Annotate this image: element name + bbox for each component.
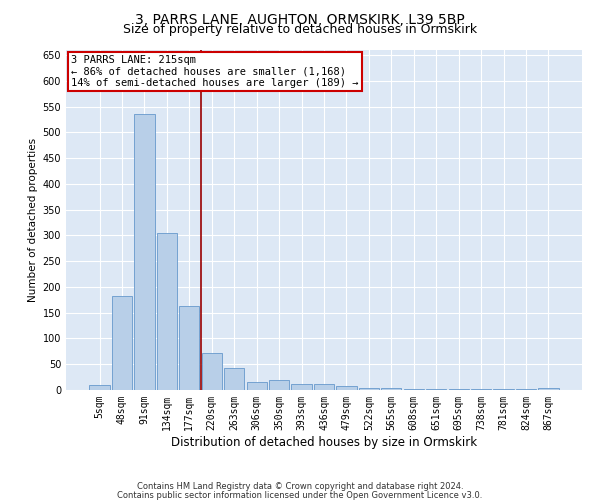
Bar [112, 296, 132, 390]
Text: Contains HM Land Registry data © Crown copyright and database right 2024.: Contains HM Land Registry data © Crown c… [137, 482, 463, 491]
Bar [359, 388, 379, 390]
Bar [292, 384, 311, 390]
Text: 3 PARRS LANE: 215sqm
← 86% of detached houses are smaller (1,168)
14% of semi-de: 3 PARRS LANE: 215sqm ← 86% of detached h… [71, 55, 359, 88]
Bar [134, 114, 155, 390]
Y-axis label: Number of detached properties: Number of detached properties [28, 138, 38, 302]
Bar [179, 306, 199, 390]
Bar [314, 384, 334, 390]
Bar [247, 382, 267, 390]
Bar [157, 233, 177, 390]
Bar [381, 388, 401, 390]
Bar [337, 386, 356, 390]
X-axis label: Distribution of detached houses by size in Ormskirk: Distribution of detached houses by size … [171, 436, 477, 448]
Bar [89, 385, 110, 390]
Text: Size of property relative to detached houses in Ormskirk: Size of property relative to detached ho… [123, 22, 477, 36]
Bar [269, 380, 289, 390]
Bar [202, 353, 222, 390]
Bar [224, 368, 244, 390]
Text: Contains public sector information licensed under the Open Government Licence v3: Contains public sector information licen… [118, 490, 482, 500]
Text: 3, PARRS LANE, AUGHTON, ORMSKIRK, L39 5BP: 3, PARRS LANE, AUGHTON, ORMSKIRK, L39 5B… [135, 12, 465, 26]
Bar [538, 388, 559, 390]
Bar [404, 389, 424, 390]
